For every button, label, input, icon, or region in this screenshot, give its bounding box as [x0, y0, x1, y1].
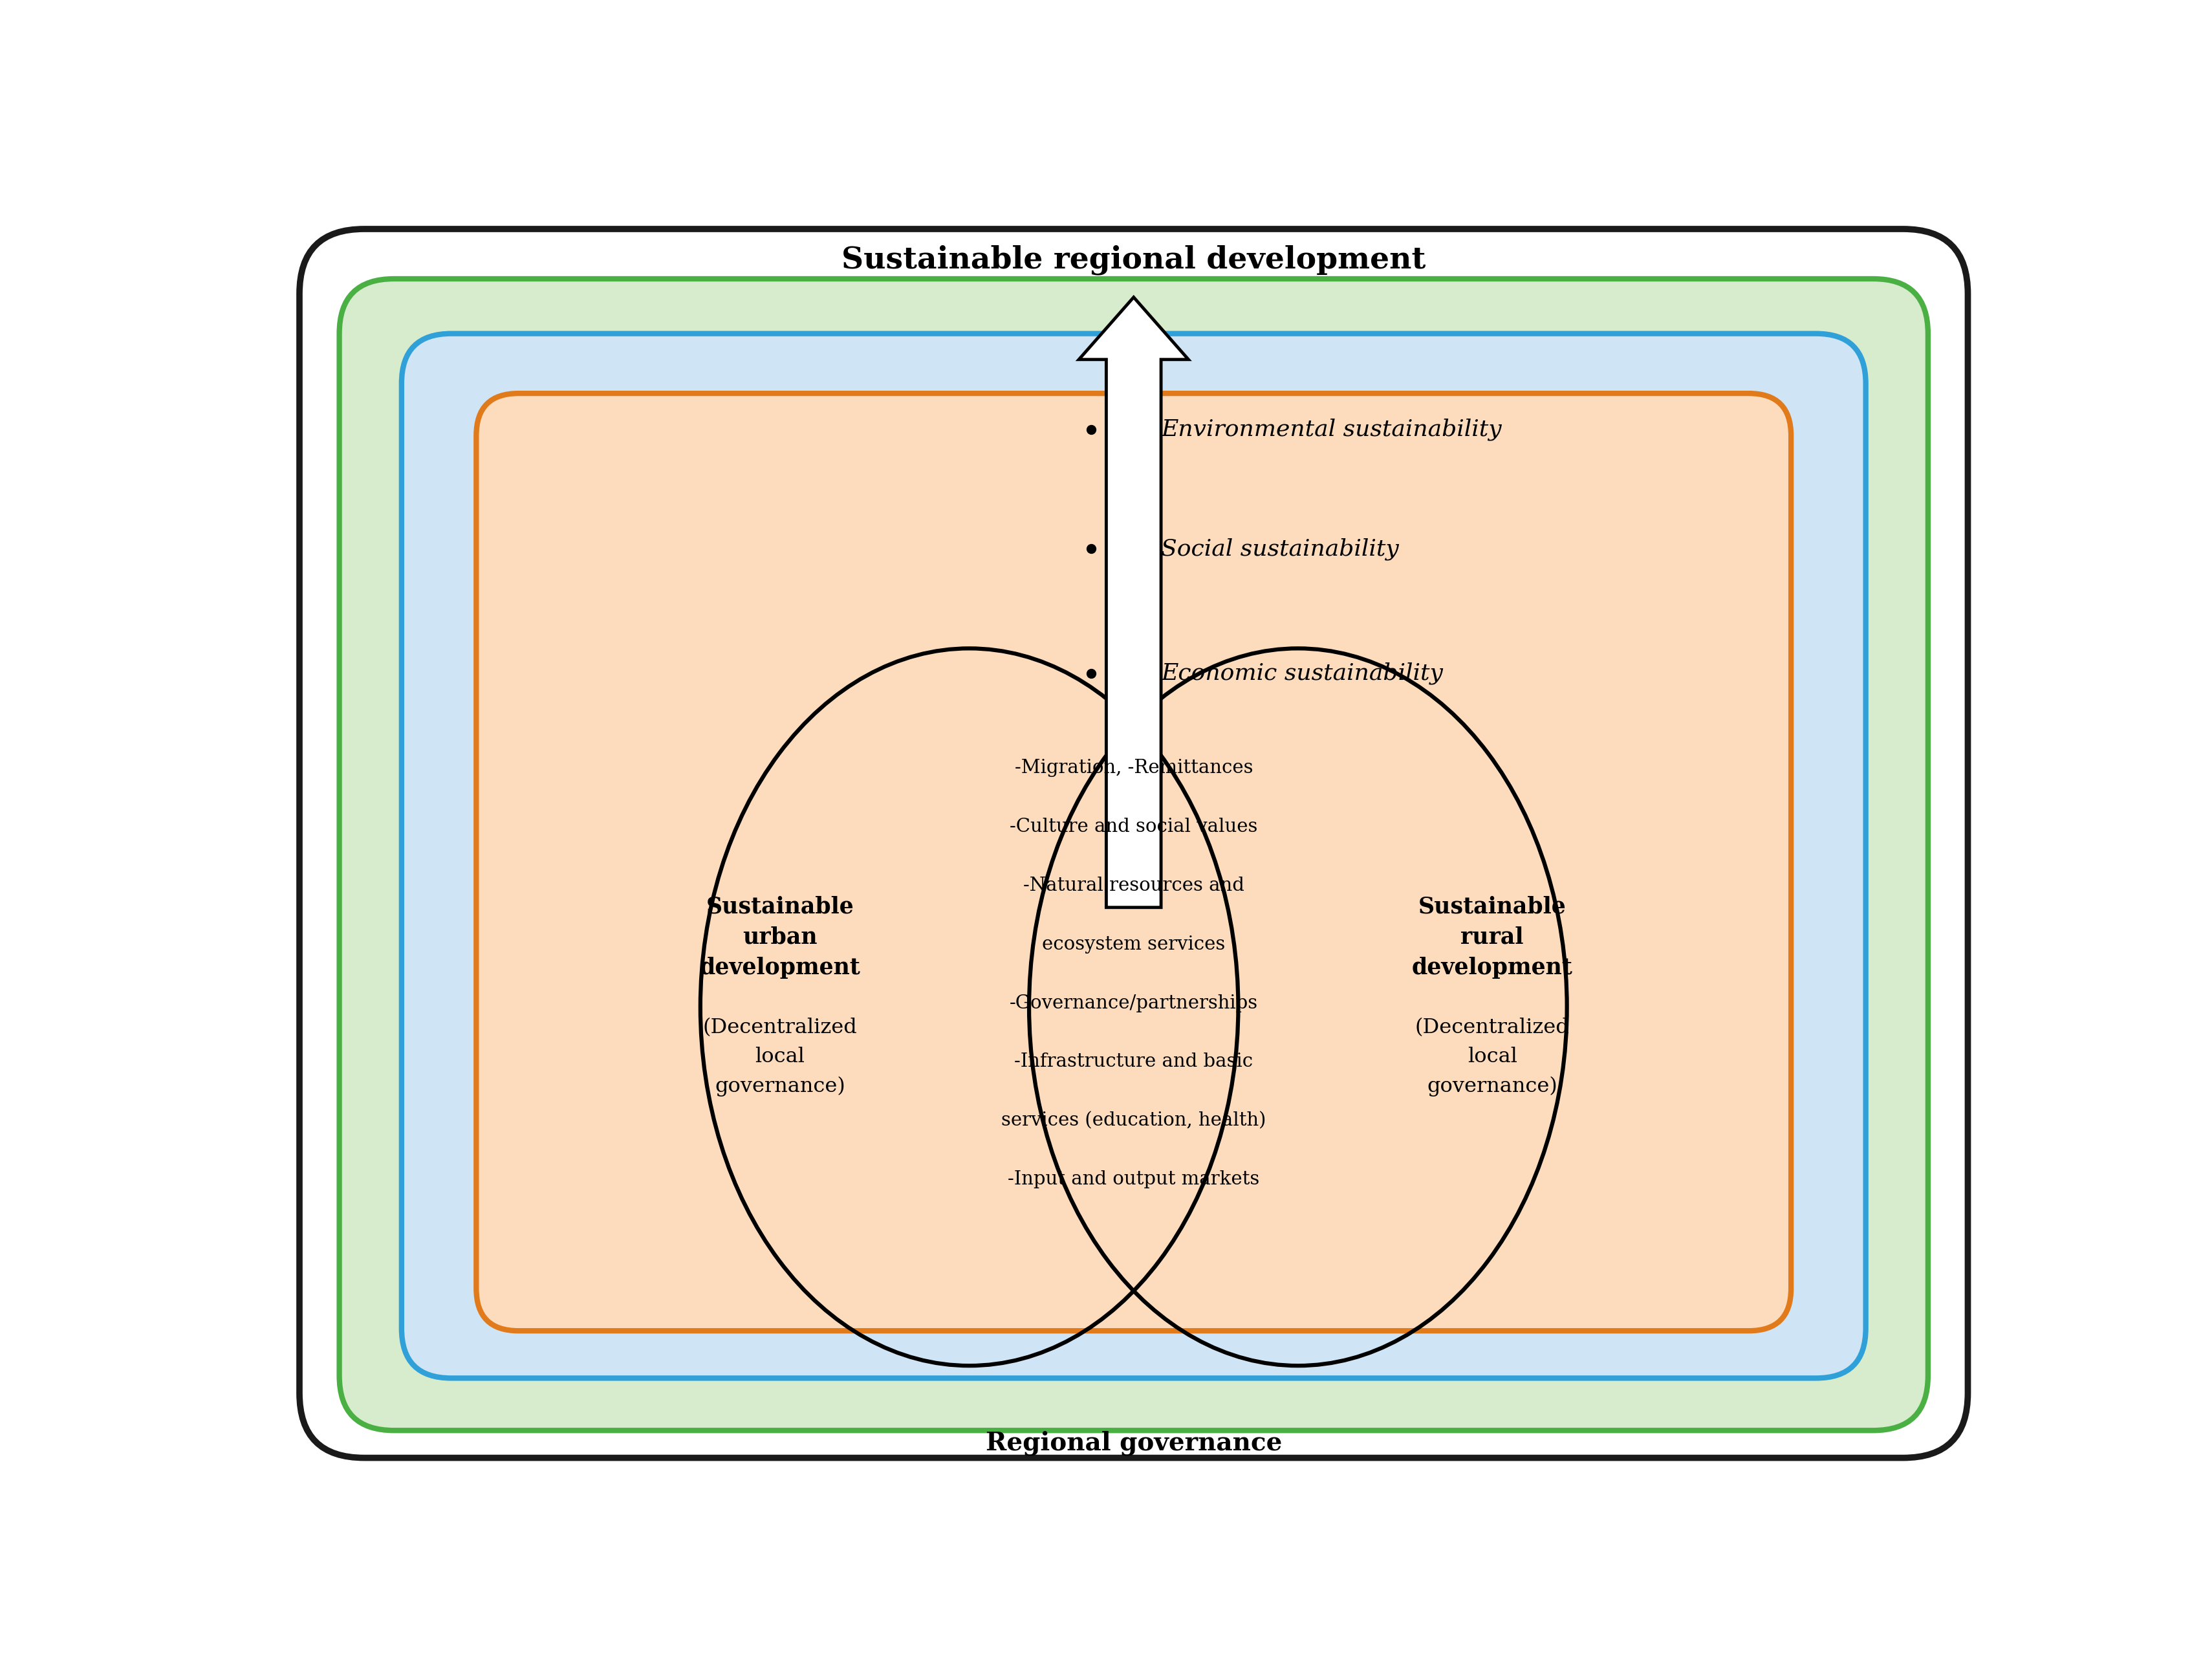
Text: Economic sustainability: Economic sustainability — [1161, 662, 1442, 684]
Text: -Culture and social values: -Culture and social values — [1009, 818, 1259, 835]
Text: Regional governance: Regional governance — [984, 1430, 1283, 1455]
Text: -Infrastructure and basic: -Infrastructure and basic — [1015, 1053, 1252, 1070]
Text: Sustainable
rural
development: Sustainable rural development — [1411, 895, 1573, 979]
FancyBboxPatch shape — [476, 393, 1792, 1331]
Text: Sustainable
urban
development: Sustainable urban development — [699, 895, 860, 979]
FancyBboxPatch shape — [299, 228, 1969, 1458]
Text: Sustainable regional development: Sustainable regional development — [841, 245, 1427, 276]
Text: (Decentralized
local
governance): (Decentralized local governance) — [1416, 1018, 1571, 1097]
Text: services (education, health): services (education, health) — [1002, 1112, 1265, 1129]
Text: -Governance/partnerships: -Governance/partnerships — [1009, 995, 1259, 1011]
FancyBboxPatch shape — [338, 279, 1929, 1430]
Text: (Decentralized
local
governance): (Decentralized local governance) — [703, 1018, 858, 1097]
Text: ecosystem services: ecosystem services — [1042, 936, 1225, 953]
Text: -Natural resources and: -Natural resources and — [1024, 877, 1243, 894]
Text: Social sustainability: Social sustainability — [1161, 538, 1398, 559]
Text: Environmental sustainability: Environmental sustainability — [1161, 418, 1502, 440]
FancyBboxPatch shape — [403, 334, 1865, 1378]
Text: -Input and output markets: -Input and output markets — [1009, 1171, 1259, 1188]
Polygon shape — [1079, 297, 1188, 907]
Text: -Migration, -Remittances: -Migration, -Remittances — [1015, 759, 1252, 778]
